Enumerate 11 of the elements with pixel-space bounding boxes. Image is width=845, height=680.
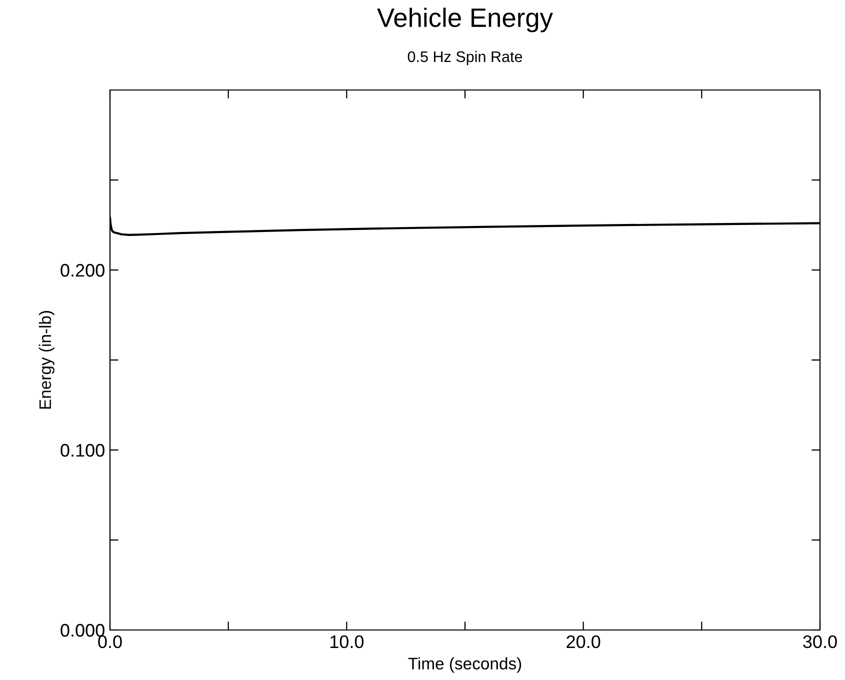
x-tick-label: 20.0	[566, 635, 600, 648]
x-tick-label: 0.0	[98, 635, 122, 648]
x-tick-label: 10.0	[330, 635, 364, 648]
y-tick-label: 0.000	[60, 624, 104, 637]
chart-title: Vehicle Energy	[377, 8, 553, 32]
chart-subtitle: 0.5 Hz Spin Rate	[408, 50, 522, 66]
y-tick-label: 0.200	[60, 264, 104, 277]
x-axis-title: Time (seconds)	[408, 657, 522, 673]
x-tick-label: 30.0	[803, 635, 837, 648]
y-tick-label: 0.100	[60, 444, 104, 457]
y-axis-title: Energy (in-lb)	[38, 311, 54, 409]
